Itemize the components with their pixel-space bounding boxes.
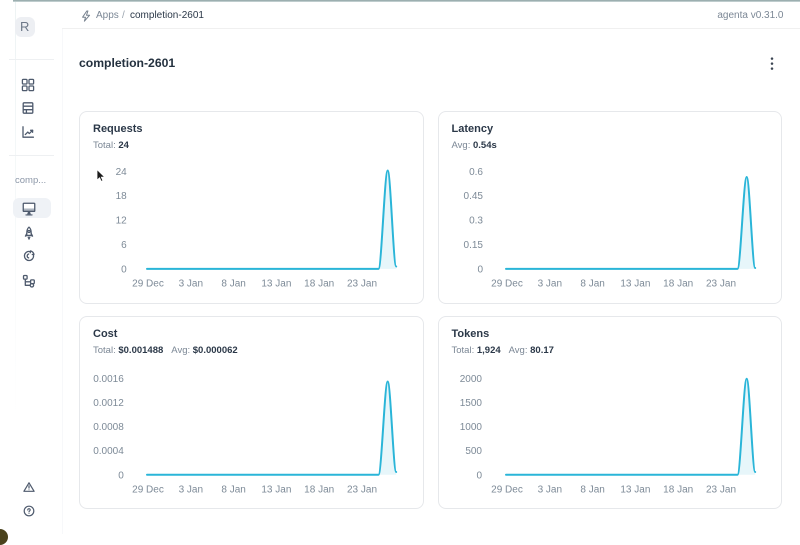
svg-text:8 Jan: 8 Jan <box>580 484 604 495</box>
svg-text:13 Jan: 13 Jan <box>620 484 650 495</box>
svg-text:0: 0 <box>477 264 483 275</box>
svg-text:13 Jan: 13 Jan <box>261 278 291 289</box>
svg-text:3 Jan: 3 Jan <box>179 278 203 289</box>
svg-text:8 Jan: 8 Jan <box>221 484 245 495</box>
svg-text:0.3: 0.3 <box>469 215 483 226</box>
svg-text:23 Jan: 23 Jan <box>705 484 735 495</box>
svg-text:3 Jan: 3 Jan <box>537 484 561 495</box>
svg-text:0: 0 <box>118 470 124 481</box>
svg-text:18 Jan: 18 Jan <box>663 484 693 495</box>
svg-text:23 Jan: 23 Jan <box>705 278 735 289</box>
svg-text:29 Dec: 29 Dec <box>132 484 164 495</box>
svg-text:0.0004: 0.0004 <box>93 446 124 457</box>
svg-text:13 Jan: 13 Jan <box>261 484 291 495</box>
svg-text:0.6: 0.6 <box>469 166 483 177</box>
svg-text:12: 12 <box>116 215 128 226</box>
svg-text:0: 0 <box>121 264 127 275</box>
svg-text:23 Jan: 23 Jan <box>347 278 377 289</box>
svg-text:0.0012: 0.0012 <box>93 398 124 409</box>
svg-text:0: 0 <box>476 470 482 481</box>
svg-text:3 Jan: 3 Jan <box>537 278 561 289</box>
svg-text:1000: 1000 <box>459 422 482 433</box>
svg-text:18 Jan: 18 Jan <box>663 278 693 289</box>
svg-text:0.0008: 0.0008 <box>93 422 124 433</box>
svg-text:2000: 2000 <box>459 373 482 384</box>
svg-text:8 Jan: 8 Jan <box>580 278 604 289</box>
svg-text:0.45: 0.45 <box>463 191 483 202</box>
svg-text:18 Jan: 18 Jan <box>304 484 334 495</box>
svg-text:0.0016: 0.0016 <box>93 373 124 384</box>
svg-text:500: 500 <box>465 446 482 457</box>
svg-text:1500: 1500 <box>459 398 482 409</box>
svg-text:23 Jan: 23 Jan <box>347 484 377 495</box>
svg-text:18: 18 <box>116 191 128 202</box>
svg-text:13 Jan: 13 Jan <box>620 278 650 289</box>
svg-text:6: 6 <box>121 240 127 251</box>
svg-text:0.15: 0.15 <box>463 240 483 251</box>
svg-text:3 Jan: 3 Jan <box>179 484 203 495</box>
svg-text:18 Jan: 18 Jan <box>304 278 334 289</box>
svg-text:29 Dec: 29 Dec <box>491 484 523 495</box>
svg-text:8 Jan: 8 Jan <box>221 278 245 289</box>
svg-text:24: 24 <box>116 166 128 177</box>
svg-text:29 Dec: 29 Dec <box>132 278 164 289</box>
svg-text:29 Dec: 29 Dec <box>491 278 523 289</box>
